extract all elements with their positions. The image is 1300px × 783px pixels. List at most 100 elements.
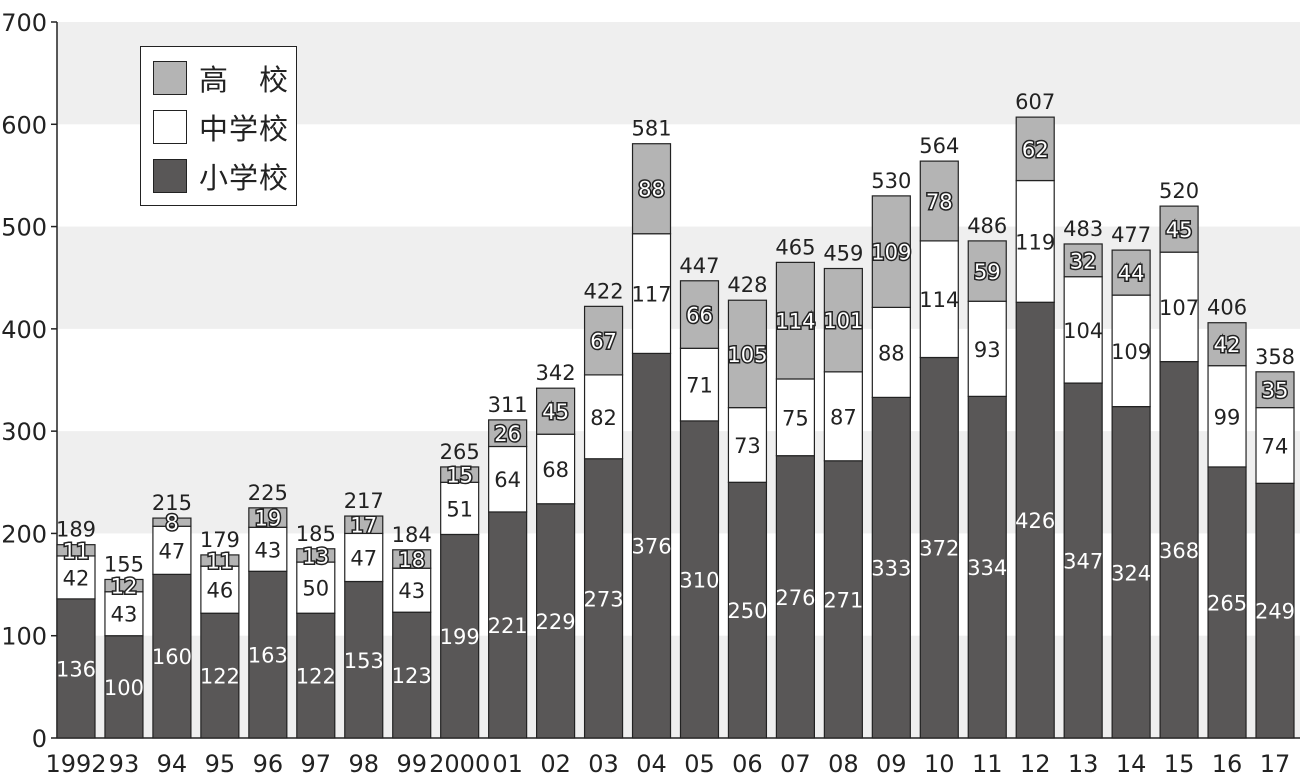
bar-segment bbox=[727, 481, 768, 739]
data-label: 74 bbox=[1262, 434, 1289, 458]
bar-segment bbox=[679, 347, 720, 422]
data-label: 18 bbox=[398, 548, 425, 572]
bar-segment bbox=[1207, 466, 1247, 739]
bar-segment bbox=[775, 261, 816, 380]
data-label: 46 bbox=[207, 579, 234, 603]
bar-segment bbox=[152, 525, 192, 575]
bar-segment bbox=[871, 306, 911, 398]
bar-segment bbox=[583, 374, 624, 460]
bar-segment bbox=[1015, 301, 1055, 739]
y-tick-label: 100 bbox=[1, 623, 47, 651]
x-tick-label: 97 bbox=[301, 750, 332, 778]
x-tick-label: 93 bbox=[109, 750, 140, 778]
x-tick-label: 05 bbox=[684, 750, 715, 778]
data-label: 265 bbox=[1207, 591, 1247, 615]
data-label: 45 bbox=[1166, 218, 1193, 242]
data-label: 64 bbox=[494, 468, 521, 492]
x-tick-label: 96 bbox=[253, 750, 284, 778]
data-label: 273 bbox=[584, 587, 624, 611]
bar-segment bbox=[1015, 179, 1055, 303]
bar-segment bbox=[535, 387, 576, 435]
bar-segment bbox=[1015, 116, 1055, 182]
data-label: 47 bbox=[350, 546, 377, 570]
legend-swatch bbox=[153, 159, 187, 193]
x-tick-label: 06 bbox=[732, 750, 763, 778]
total-label: 342 bbox=[536, 361, 576, 385]
bar-segment bbox=[679, 280, 720, 349]
data-label: 109 bbox=[1111, 340, 1151, 364]
x-tick-label: 10 bbox=[924, 750, 955, 778]
total-label: 189 bbox=[56, 518, 96, 542]
bar-segment bbox=[775, 378, 816, 457]
data-label: 62 bbox=[1022, 138, 1049, 162]
data-label: 88 bbox=[878, 341, 905, 365]
total-label: 607 bbox=[1015, 90, 1055, 114]
bar-segment bbox=[296, 548, 336, 563]
bar-segment bbox=[1159, 360, 1199, 739]
bar-segment bbox=[631, 352, 672, 739]
data-label: 163 bbox=[248, 644, 288, 668]
data-label: 71 bbox=[686, 374, 713, 398]
x-tick-label: 99 bbox=[396, 750, 427, 778]
total-label: 155 bbox=[104, 552, 144, 576]
data-label: 42 bbox=[1214, 333, 1241, 357]
data-label: 117 bbox=[631, 283, 671, 307]
data-label: 122 bbox=[200, 665, 240, 689]
total-label: 477 bbox=[1111, 223, 1151, 247]
x-tick-label: 16 bbox=[1212, 750, 1243, 778]
data-label: 15 bbox=[446, 464, 473, 488]
bar-segment bbox=[1111, 294, 1151, 408]
bar-segment bbox=[344, 515, 384, 535]
data-label: 368 bbox=[1159, 539, 1199, 563]
data-label: 221 bbox=[488, 614, 528, 638]
data-label: 114 bbox=[775, 310, 815, 334]
legend: 高 校 中学校 小学校 bbox=[140, 46, 297, 206]
total-label: 225 bbox=[248, 481, 288, 505]
bar-segment bbox=[823, 460, 863, 739]
bar-segment bbox=[871, 195, 911, 308]
legend-label: 高 校 bbox=[199, 63, 290, 97]
x-tick-label: 95 bbox=[205, 750, 236, 778]
data-label: 199 bbox=[440, 625, 480, 649]
bar-segment bbox=[440, 466, 480, 483]
x-tick-label: 07 bbox=[780, 750, 811, 778]
data-label: 105 bbox=[727, 343, 767, 367]
bar-segment bbox=[56, 598, 96, 739]
x-tick-label: 08 bbox=[828, 750, 859, 778]
bar-segment bbox=[248, 507, 288, 528]
legend-label: 小学校 bbox=[199, 161, 290, 195]
data-label: 372 bbox=[919, 537, 959, 561]
bar-segment bbox=[1207, 322, 1247, 367]
x-tick-label: 04 bbox=[636, 750, 667, 778]
data-label: 426 bbox=[1015, 509, 1055, 533]
bar-segment bbox=[919, 160, 959, 242]
bar-segment bbox=[344, 532, 384, 583]
bar-segment bbox=[535, 503, 576, 739]
bar-segment bbox=[1159, 205, 1199, 253]
x-tick-label: 14 bbox=[1116, 750, 1147, 778]
x-tick-label: 17 bbox=[1260, 750, 1291, 778]
total-label: 581 bbox=[631, 117, 671, 141]
total-label: 215 bbox=[152, 491, 192, 515]
data-label: 13 bbox=[302, 544, 329, 568]
data-label: 12 bbox=[111, 575, 138, 599]
x-tick-label: 98 bbox=[348, 750, 379, 778]
data-label: 333 bbox=[871, 557, 911, 581]
y-tick-label: 600 bbox=[1, 111, 47, 139]
data-label: 35 bbox=[1262, 379, 1289, 403]
bar-segment bbox=[1159, 251, 1199, 363]
data-label: 11 bbox=[207, 550, 234, 574]
data-label: 324 bbox=[1111, 561, 1151, 585]
bar-segment bbox=[296, 612, 336, 739]
bar-segment bbox=[967, 300, 1007, 397]
data-label: 276 bbox=[775, 586, 815, 610]
legend-label: 中学校 bbox=[199, 112, 290, 146]
total-label: 465 bbox=[775, 235, 815, 259]
bar-segment bbox=[152, 517, 192, 527]
data-label: 42 bbox=[63, 566, 90, 590]
total-label: 422 bbox=[584, 279, 624, 303]
bar-segment bbox=[679, 420, 720, 739]
data-label: 122 bbox=[296, 665, 336, 689]
total-label: 428 bbox=[727, 273, 767, 297]
data-label: 8 bbox=[165, 511, 178, 535]
